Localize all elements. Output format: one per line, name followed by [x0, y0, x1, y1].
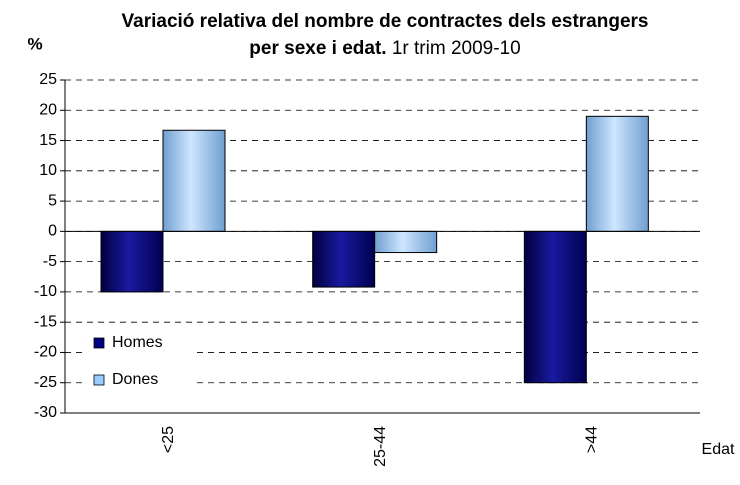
- legend-swatch: [93, 337, 105, 349]
- bar: [374, 230, 438, 254]
- x-axis-label: Edat: [702, 441, 735, 458]
- y-tick-label: 5: [48, 192, 57, 209]
- legend-label: Dones: [112, 371, 158, 388]
- bar: [162, 129, 226, 232]
- y-tick-label: -25: [34, 374, 57, 391]
- x-tick-label: >44: [584, 426, 601, 453]
- y-tick-label: 20: [39, 101, 57, 118]
- x-tick-label: 25-44: [372, 426, 389, 467]
- y-tick-label: -20: [34, 344, 57, 361]
- legend-swatch: [93, 374, 105, 386]
- y-tick-label: -30: [34, 404, 57, 421]
- chart-subtitle: 1r trim 2009-10: [391, 38, 521, 59]
- y-tick-label: 10: [39, 162, 57, 179]
- y-tick-label: -10: [34, 283, 57, 300]
- x-tick-label: <25: [160, 426, 177, 453]
- y-tick-label: 0: [48, 223, 57, 240]
- bar: [585, 115, 649, 232]
- bar: [523, 230, 587, 384]
- chart-title: Variació relativa del nombre de contract…: [121, 11, 649, 59]
- y-tick-label: 25: [39, 71, 57, 88]
- y-tick-label: 15: [39, 132, 57, 149]
- bar: [100, 230, 164, 293]
- y-tick-label: -5: [43, 253, 57, 270]
- y-axis-label: %: [27, 34, 42, 53]
- legend-label: Homes: [112, 334, 163, 351]
- chart-title-block: Variació relativa del nombre de contract…: [110, 8, 660, 62]
- bar: [312, 230, 376, 288]
- y-tick-label: -15: [34, 313, 57, 330]
